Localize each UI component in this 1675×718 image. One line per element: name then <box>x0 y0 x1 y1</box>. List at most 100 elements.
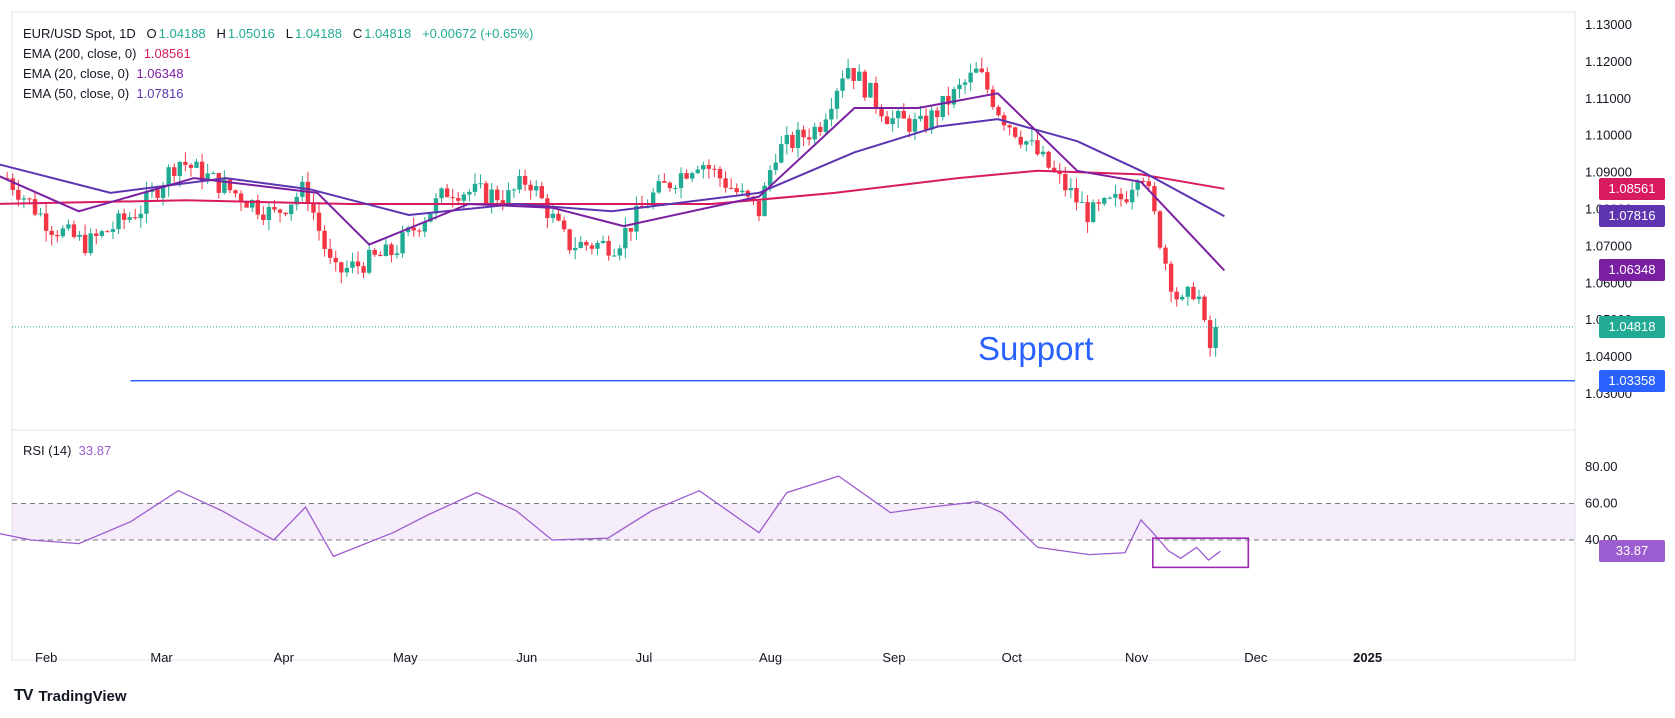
rsi-tick-label: 60.00 <box>1585 496 1618 511</box>
candle-body <box>478 183 483 185</box>
candle-body <box>868 82 873 98</box>
candle-body <box>472 183 478 192</box>
candle-body <box>990 89 996 107</box>
candle-body <box>428 213 433 222</box>
candle-body <box>1074 187 1079 203</box>
legend-ema50[interactable]: EMA (50, close, 0) 1.07816 <box>23 84 533 104</box>
candle-body <box>1029 140 1035 142</box>
candle-body <box>1124 199 1129 203</box>
candle-body <box>1146 181 1152 187</box>
candle-body <box>400 232 405 254</box>
candle-body <box>300 181 305 197</box>
candle-body <box>829 108 834 120</box>
candle-body <box>790 134 795 148</box>
candle-body <box>327 248 333 258</box>
candle-body <box>383 244 389 257</box>
legend-ema200-label: EMA (200, close, 0) <box>23 46 137 61</box>
candle-body <box>907 118 912 132</box>
legend-ema200[interactable]: EMA (200, close, 0) 1.08561 <box>23 44 533 64</box>
candle-body <box>1107 197 1113 199</box>
open-value: 1.04188 <box>158 26 206 41</box>
price-tag: 1.03358 <box>1599 369 1665 392</box>
candle-body <box>199 161 205 182</box>
symbol-label[interactable]: EUR/USD Spot, 1D <box>23 26 136 41</box>
candle-body <box>16 189 21 200</box>
rsi-legend-label: RSI (14) <box>23 443 72 458</box>
candle-body <box>411 227 416 231</box>
candle-body <box>277 209 283 213</box>
candle-body <box>734 188 739 193</box>
legend-ema20-value: 1.06348 <box>136 66 184 81</box>
price-tick-label: 1.07000 <box>1585 238 1632 253</box>
candle-body <box>879 107 884 117</box>
candle-body <box>923 115 929 130</box>
legend-ema20[interactable]: EMA (20, close, 0) 1.06348 <box>23 64 533 84</box>
candle-body <box>1113 193 1118 198</box>
x-tick-label: Nov <box>1125 650 1149 665</box>
plot-border <box>11 11 1576 661</box>
candle-body <box>433 198 439 214</box>
candle-body <box>1007 125 1012 128</box>
candle-body <box>957 84 962 90</box>
candle-body <box>611 255 617 257</box>
candle-body <box>584 242 589 246</box>
candle-body <box>689 173 695 179</box>
candle-body <box>255 200 260 215</box>
candle-body <box>1046 151 1051 168</box>
candle-body <box>1085 202 1090 223</box>
rsi-line <box>0 475 1221 561</box>
candle-body <box>422 221 428 232</box>
candle-body <box>144 191 149 214</box>
candle-body <box>985 72 990 90</box>
candle-body <box>884 116 890 125</box>
candle-body <box>389 244 394 255</box>
x-tick-label: Apr <box>274 650 295 665</box>
change-value: +0.00672 (+0.65%) <box>422 26 534 41</box>
candle-body <box>172 167 177 176</box>
candle-body <box>701 165 706 170</box>
candle-body <box>801 129 806 138</box>
x-tick-label: Oct <box>1002 650 1023 665</box>
low-value: 1.04188 <box>294 26 342 41</box>
candle-body <box>857 71 862 81</box>
rsi-legend[interactable]: RSI (14) 33.87 <box>23 443 111 458</box>
candle-body <box>350 261 355 268</box>
candle-body <box>1063 174 1068 191</box>
candle-body <box>628 227 634 232</box>
ema20-line <box>0 92 1226 272</box>
candle-body <box>21 198 27 200</box>
candle-body <box>1207 320 1213 349</box>
candle-body <box>517 176 522 190</box>
candle-body <box>712 168 717 170</box>
candle-body <box>1163 247 1168 264</box>
candle-body <box>500 200 506 204</box>
candle-body <box>539 186 544 199</box>
candle-body <box>288 204 294 215</box>
candle-body <box>211 173 216 175</box>
candle-body <box>756 200 762 217</box>
candle-body <box>461 194 467 201</box>
tradingview-logo-text: TradingView <box>38 687 127 705</box>
candle-body <box>973 68 979 73</box>
candle-body <box>1102 197 1107 204</box>
candle-body <box>467 191 472 195</box>
candle-body <box>873 82 879 108</box>
candle-body <box>372 249 377 255</box>
low-label: L <box>285 26 293 41</box>
tradingview-logo[interactable]: TV TradingView <box>14 687 127 705</box>
candle-body <box>227 179 233 191</box>
candle-body <box>1035 140 1040 155</box>
candle-body <box>55 234 60 237</box>
candle-body <box>138 213 144 219</box>
candle-body <box>1174 291 1179 300</box>
candle-body <box>38 213 43 215</box>
candle-body <box>1196 296 1202 300</box>
candle-body <box>1118 193 1124 200</box>
candle-body <box>851 68 856 81</box>
candle-body <box>339 262 344 273</box>
candle-body <box>511 189 517 191</box>
candle-body <box>695 169 700 174</box>
candle-body <box>116 213 121 230</box>
candle-body <box>556 213 561 221</box>
